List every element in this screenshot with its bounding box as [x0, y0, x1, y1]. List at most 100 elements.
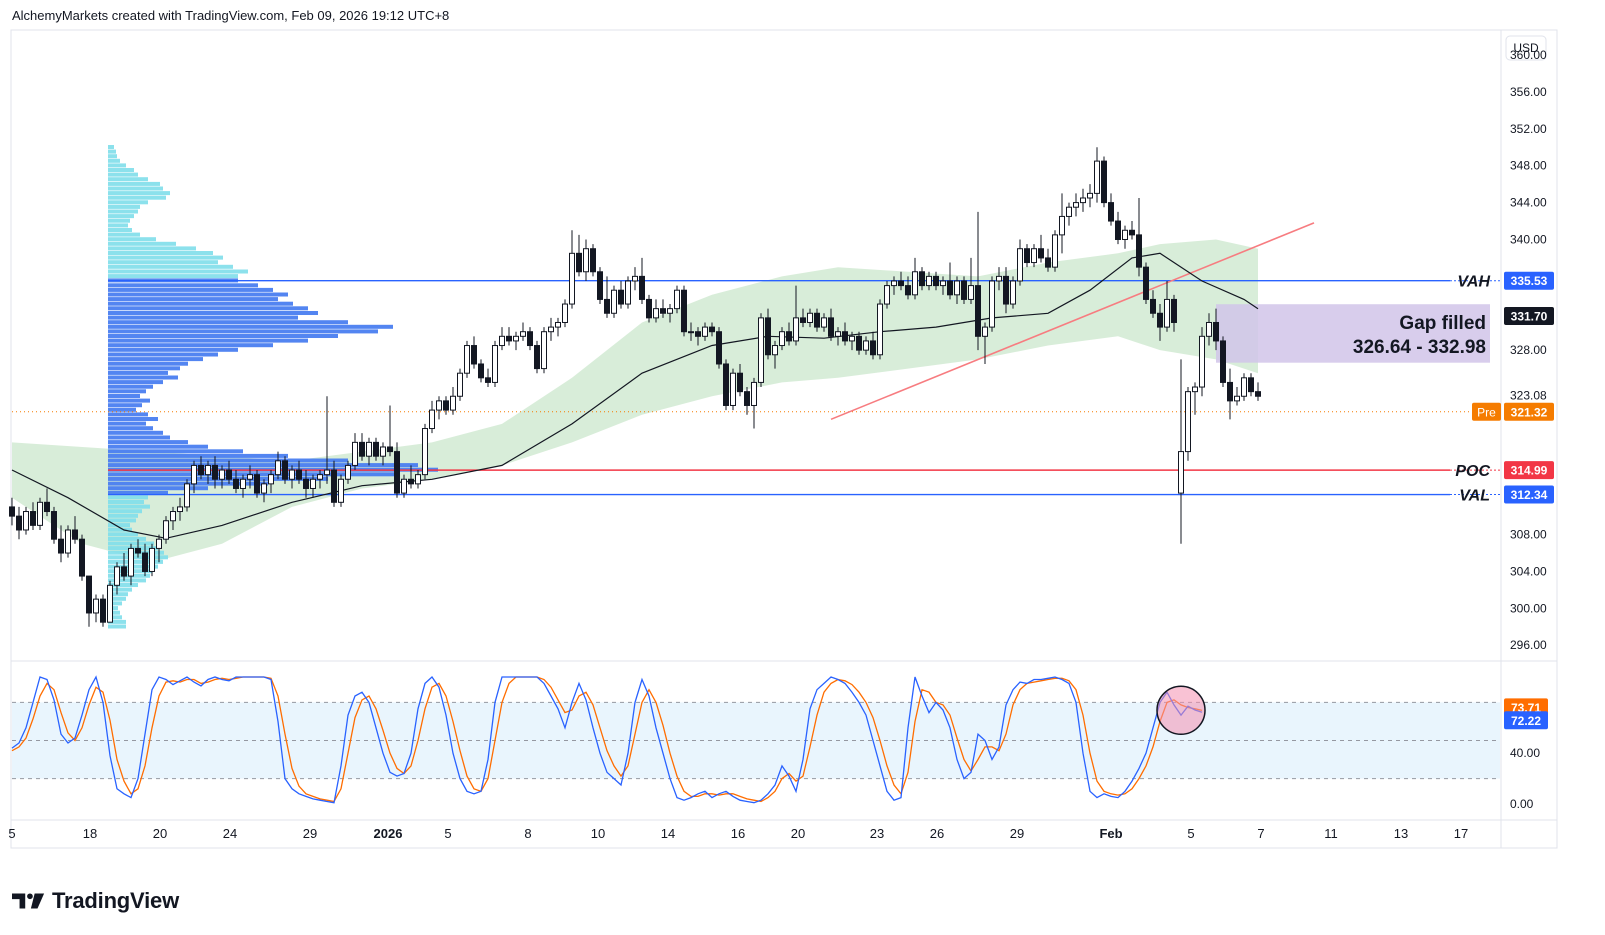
candle[interactable]: [436, 396, 442, 420]
candle[interactable]: [989, 276, 995, 332]
candle[interactable]: [9, 497, 15, 526]
candle[interactable]: [646, 294, 652, 323]
candle[interactable]: [1241, 373, 1247, 401]
candle[interactable]: [422, 423, 428, 480]
candle[interactable]: [1150, 290, 1156, 318]
candle[interactable]: [352, 433, 358, 471]
candle[interactable]: [961, 276, 967, 305]
trendline[interactable]: [830, 222, 1315, 421]
candle[interactable]: [464, 340, 470, 378]
candle[interactable]: [597, 267, 603, 305]
candle[interactable]: [870, 331, 876, 360]
candle[interactable]: [198, 456, 204, 480]
candle[interactable]: [240, 474, 246, 498]
candle[interactable]: [156, 534, 162, 563]
candle[interactable]: [457, 368, 463, 401]
candle[interactable]: [212, 456, 218, 489]
candle[interactable]: [1073, 193, 1079, 217]
candle[interactable]: [695, 327, 701, 346]
candle[interactable]: [1213, 308, 1219, 351]
candle[interactable]: [51, 506, 57, 544]
candle[interactable]: [261, 479, 267, 503]
candle[interactable]: [926, 271, 932, 291]
candle[interactable]: [548, 317, 554, 341]
candle[interactable]: [758, 313, 764, 388]
candle[interactable]: [16, 506, 22, 540]
candle[interactable]: [716, 327, 722, 369]
candle[interactable]: [1115, 211, 1121, 245]
candle[interactable]: [289, 465, 295, 489]
candle[interactable]: [1010, 276, 1016, 309]
candle[interactable]: [149, 543, 155, 577]
candle[interactable]: [975, 211, 981, 351]
candle[interactable]: [1087, 184, 1093, 208]
candle[interactable]: [1024, 244, 1030, 268]
candle[interactable]: [1122, 225, 1128, 249]
candle[interactable]: [814, 308, 820, 332]
candle[interactable]: [1003, 267, 1009, 314]
candle[interactable]: [702, 322, 708, 341]
candle[interactable]: [338, 474, 344, 507]
candle[interactable]: [359, 433, 365, 461]
candle[interactable]: [1066, 202, 1072, 226]
candle[interactable]: [86, 575, 92, 627]
candle[interactable]: [877, 299, 883, 360]
candle[interactable]: [940, 276, 946, 295]
time-axis[interactable]: 5 18 20 24 29 2026 5 8 10 14 16 20 23 26 29 Feb 5 7 11 13 17: [8, 826, 1468, 841]
candle[interactable]: [667, 304, 673, 323]
candle[interactable]: [1108, 193, 1114, 226]
candle[interactable]: [191, 460, 197, 494]
candle[interactable]: [807, 308, 813, 328]
candle[interactable]: [310, 474, 316, 498]
candle[interactable]: [674, 285, 680, 314]
candle[interactable]: [632, 267, 638, 291]
candle[interactable]: [968, 257, 974, 305]
candle[interactable]: [506, 327, 512, 346]
candle[interactable]: [1206, 313, 1212, 346]
candle[interactable]: [345, 460, 351, 484]
candle[interactable]: [408, 465, 414, 489]
candle[interactable]: [121, 553, 127, 581]
candle[interactable]: [856, 331, 862, 355]
candle[interactable]: [233, 470, 239, 494]
candle[interactable]: [1031, 244, 1037, 268]
candle[interactable]: [23, 506, 29, 535]
candle[interactable]: [982, 322, 988, 364]
candle[interactable]: [1255, 382, 1261, 401]
candle[interactable]: [1052, 230, 1058, 272]
candle[interactable]: [863, 336, 869, 355]
candle[interactable]: [744, 387, 750, 415]
candle[interactable]: [1185, 387, 1191, 461]
candle[interactable]: [394, 442, 400, 498]
candle[interactable]: [268, 470, 274, 494]
candle[interactable]: [1227, 368, 1233, 420]
candle[interactable]: [709, 322, 715, 337]
candle[interactable]: [1178, 359, 1184, 544]
candle[interactable]: [688, 322, 694, 341]
candle[interactable]: [898, 271, 904, 291]
candle[interactable]: [373, 437, 379, 461]
candle[interactable]: [751, 377, 757, 429]
candle[interactable]: [996, 267, 1002, 291]
candle[interactable]: [177, 497, 183, 521]
candle[interactable]: [821, 313, 827, 332]
candle[interactable]: [1164, 280, 1170, 332]
candle[interactable]: [1080, 188, 1086, 212]
candle[interactable]: [954, 276, 960, 305]
candle[interactable]: [135, 539, 141, 558]
candle[interactable]: [331, 460, 337, 507]
candle[interactable]: [1094, 147, 1100, 203]
candle[interactable]: [583, 239, 589, 281]
candle[interactable]: [79, 534, 85, 581]
price-axis[interactable]: USD 296.00 300.00 304.00 308.00 323.08 328.00 3…: [1472, 35, 1554, 811]
candle[interactable]: [723, 359, 729, 411]
candle[interactable]: [282, 456, 288, 484]
candle[interactable]: [842, 322, 848, 346]
candle[interactable]: [835, 327, 841, 346]
candle[interactable]: [681, 285, 687, 337]
candle[interactable]: [625, 276, 631, 309]
candle[interactable]: [499, 327, 505, 351]
candles[interactable]: [9, 147, 1261, 627]
candle[interactable]: [576, 234, 582, 277]
